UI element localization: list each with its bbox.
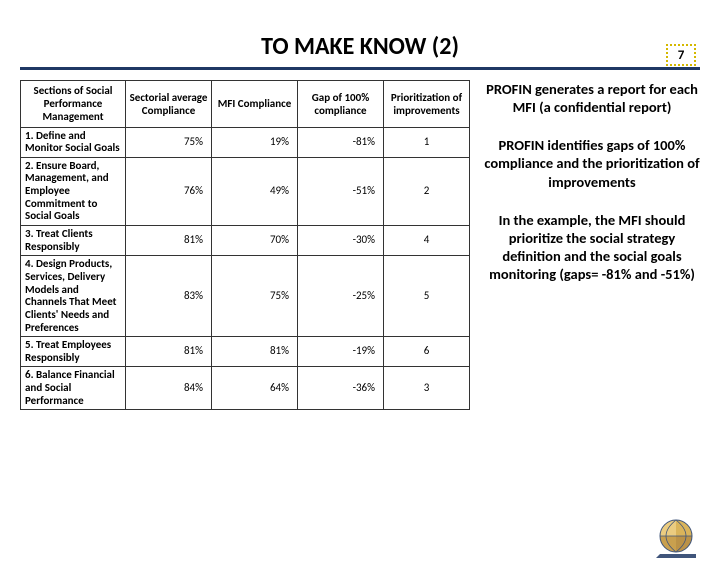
sectorial-cell: 75% — [126, 127, 212, 157]
gap-cell: -81% — [298, 127, 384, 157]
sectorial-cell: 84% — [126, 367, 212, 410]
gap-cell: -30% — [298, 226, 384, 256]
sectorial-cell: 81% — [126, 226, 212, 256]
section-cell: 4. Design Products, Services, Delivery M… — [21, 256, 126, 337]
table-row: 6. Balance Financial and Social Performa… — [21, 367, 470, 410]
table-row: 4. Design Products, Services, Delivery M… — [21, 256, 470, 337]
priority-cell: 5 — [384, 256, 470, 337]
mfi-cell: 49% — [212, 157, 298, 225]
table-header: Prioritization of improvements — [384, 81, 470, 128]
table-row: 5. Treat Employees Responsibly 81% 81% -… — [21, 337, 470, 367]
priority-cell: 6 — [384, 337, 470, 367]
table-header: Sectorial average Compliance — [126, 81, 212, 128]
table-row: 1. Define and Monitor Social Goals 75% 1… — [21, 127, 470, 157]
section-cell: 5. Treat Employees Responsibly — [21, 337, 126, 367]
page-number-badge: 7 — [666, 44, 696, 66]
mfi-cell: 64% — [212, 367, 298, 410]
mfi-cell: 75% — [212, 256, 298, 337]
mfi-cell: 19% — [212, 127, 298, 157]
priority-cell: 1 — [384, 127, 470, 157]
table-row: 2. Ensure Board, Management, and Employe… — [21, 157, 470, 225]
compliance-table: Sections of Social Performance Managemen… — [20, 80, 470, 410]
priority-cell: 2 — [384, 157, 470, 225]
priority-cell: 4 — [384, 226, 470, 256]
side-paragraph: In the example, the MFI should prioritiz… — [484, 211, 700, 284]
table-header-row: Sections of Social Performance Managemen… — [21, 81, 470, 128]
section-cell: 3. Treat Clients Responsibly — [21, 226, 126, 256]
table-header: Gap of 100% compliance — [298, 81, 384, 128]
section-cell: 6. Balance Financial and Social Performa… — [21, 367, 126, 410]
page-number: 7 — [678, 48, 685, 63]
gap-cell: -36% — [298, 367, 384, 410]
table-row: 3. Treat Clients Responsibly 81% 70% -30… — [21, 226, 470, 256]
sectorial-cell: 83% — [126, 256, 212, 337]
priority-cell: 3 — [384, 367, 470, 410]
globe-logo-icon — [652, 514, 700, 562]
section-cell: 1. Define and Monitor Social Goals — [21, 127, 126, 157]
page-title: TO MAKE KNOW (2) — [0, 32, 720, 61]
section-cell: 2. Ensure Board, Management, and Employe… — [21, 157, 126, 225]
table-header: Sections of Social Performance Managemen… — [21, 81, 126, 128]
table-body: 1. Define and Monitor Social Goals 75% 1… — [21, 127, 470, 410]
table-header: MFI Compliance — [212, 81, 298, 128]
title-underline — [20, 67, 700, 70]
side-paragraph: PROFIN generates a report for each MFI (… — [484, 80, 700, 116]
sectorial-cell: 76% — [126, 157, 212, 225]
gap-cell: -19% — [298, 337, 384, 367]
sectorial-cell: 81% — [126, 337, 212, 367]
gap-cell: -25% — [298, 256, 384, 337]
mfi-cell: 70% — [212, 226, 298, 256]
gap-cell: -51% — [298, 157, 384, 225]
side-paragraph: PROFIN identifies gaps of 100% complianc… — [484, 136, 700, 190]
content-area: Sections of Social Performance Managemen… — [0, 80, 720, 410]
mfi-cell: 81% — [212, 337, 298, 367]
side-text-area: PROFIN generates a report for each MFI (… — [470, 80, 700, 410]
